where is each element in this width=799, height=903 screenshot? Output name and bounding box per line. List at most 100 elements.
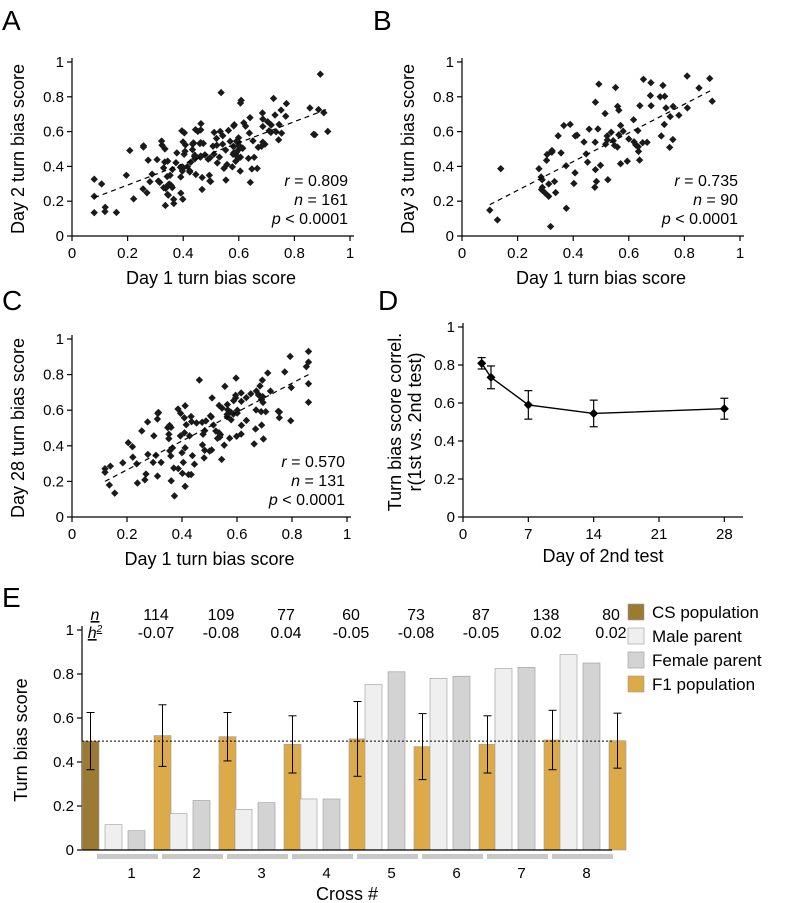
data-point [277,129,286,137]
stat-line: r = 0.570 [281,454,345,471]
data-point [213,159,221,167]
stat-symbol: r [284,173,290,190]
x-axis-title: Cross # [316,884,378,903]
data-point [591,138,599,146]
female-parent-bar [257,802,276,851]
data-point [205,171,214,179]
female-parent-bar [452,675,471,851]
data-point [178,167,187,175]
data-point [659,81,667,90]
data-point [595,80,603,88]
x-tick-label: 28 [716,526,733,543]
h2-value: -0.07 [138,625,175,642]
data-point [660,120,668,129]
data-point [90,175,98,183]
data-point [264,369,272,377]
data-point [607,128,615,136]
data-point [224,126,233,135]
cross-label: 5 [387,865,395,882]
x-tick-label: 1 [346,245,354,262]
y-tick-label: 0.6 [53,710,74,727]
scatter-panel-a: 0 0.2 0.4 0.6 0.8 1 0 0.2 0.4 0.6 0.8 1 Day 1 turn b… [8,54,354,288]
data-point [242,416,251,425]
male-parent-bar [364,684,383,851]
data-point [266,387,275,395]
data-point [566,120,574,129]
y-tick-label: 0.4 [53,754,74,771]
cross-label: 1 [127,865,135,882]
data-point [571,169,579,177]
data-point [150,432,158,440]
data-point [220,164,228,173]
data-point [259,115,267,123]
stat-symbol: p [271,211,281,228]
h2-value: -0.05 [333,625,370,642]
data-point [636,101,644,110]
y-tick-label: 0.2 [43,473,64,490]
x-axis-title: Day 1 turn bias score [124,549,294,569]
cross-group-underline [292,854,353,859]
data-point [719,404,729,414]
male-parent-bar [494,668,513,851]
scatter-panel-b: 0 0.2 0.4 0.6 0.8 1 0 0.2 0.4 0.6 0.8 1 Day 1 turn b… [398,54,744,288]
y-tick-label: 0 [66,842,74,859]
y-tick-label: 0.8 [43,367,64,384]
y-tick-label: 1 [56,54,64,71]
data-point [144,450,152,459]
y-tick-label: 0 [447,509,455,526]
data-point [477,358,487,368]
data-point [143,418,152,426]
cross-label: 4 [322,865,330,882]
y-tick-label: 1 [56,331,64,348]
stat-line: n = 131 [291,473,345,490]
data-point [223,400,232,409]
scatter-panel-c: 0 0.2 0.4 0.6 0.8 1 0 0.2 0.4 0.6 0.8 1 Day 1 turn b… [8,331,351,569]
data-point [695,84,703,92]
data-point [206,412,215,420]
data-point [594,125,602,133]
y-tick-label: 0.2 [434,471,455,488]
data-point [198,185,206,194]
male-parent-bar [169,813,188,851]
data-point [187,158,195,166]
data-point [557,149,565,157]
x-tick-label: 0.4 [172,526,193,543]
data-point [246,178,254,187]
y-tick-label: 0.6 [43,402,64,419]
data-point [206,177,214,185]
y-tick-label: 0.8 [53,666,74,683]
data-point [604,176,612,184]
y-tick-label: 0.2 [53,798,74,815]
y-axis-title: Day 28 turn bias score [8,338,28,518]
data-point [173,149,181,157]
data-point [189,139,197,148]
male-parent-bar [104,824,123,851]
data-point [222,176,230,184]
data-point [227,416,235,424]
data-point [167,452,175,460]
data-point [638,139,647,147]
stat-symbol: r [674,173,680,190]
x-tick-label: 7 [524,526,532,543]
data-point [666,112,674,121]
x-tick-label: 0.6 [618,245,639,262]
data-point [275,414,283,422]
data-point [129,453,137,461]
data-point [635,156,644,164]
legend-swatch [627,627,645,645]
data-point [146,178,154,186]
data-point [262,408,270,416]
n-value: 80 [602,607,620,624]
data-point [174,405,182,413]
data-point [172,159,180,167]
data-point [271,111,279,119]
data-point [180,414,189,422]
data-point [153,155,161,164]
stat-line: p < 0.0001 [268,492,345,509]
female-parent-bar [322,798,341,851]
legend-swatch [627,603,645,621]
x-tick-label: 0.6 [228,245,249,262]
data-point [613,102,622,111]
female-parent-bar [517,667,536,851]
